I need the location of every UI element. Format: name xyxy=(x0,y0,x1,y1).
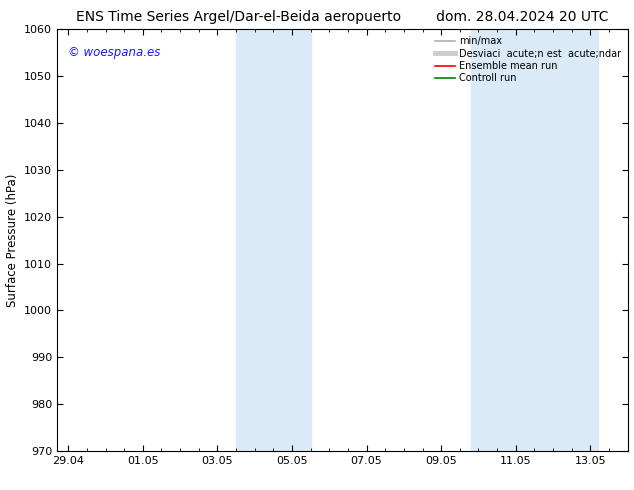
Text: © woespana.es: © woespana.es xyxy=(68,46,161,59)
Legend: min/max, Desviaci  acute;n est  acute;ndar, Ensemble mean run, Controll run: min/max, Desviaci acute;n est acute;ndar… xyxy=(434,34,623,85)
Y-axis label: Surface Pressure (hPa): Surface Pressure (hPa) xyxy=(6,173,18,307)
Bar xyxy=(236,29,311,451)
Title: ENS Time Series Argel/Dar-el-Beida aeropuerto        dom. 28.04.2024 20 UTC: ENS Time Series Argel/Dar-el-Beida aerop… xyxy=(76,10,609,24)
Bar xyxy=(471,29,598,451)
